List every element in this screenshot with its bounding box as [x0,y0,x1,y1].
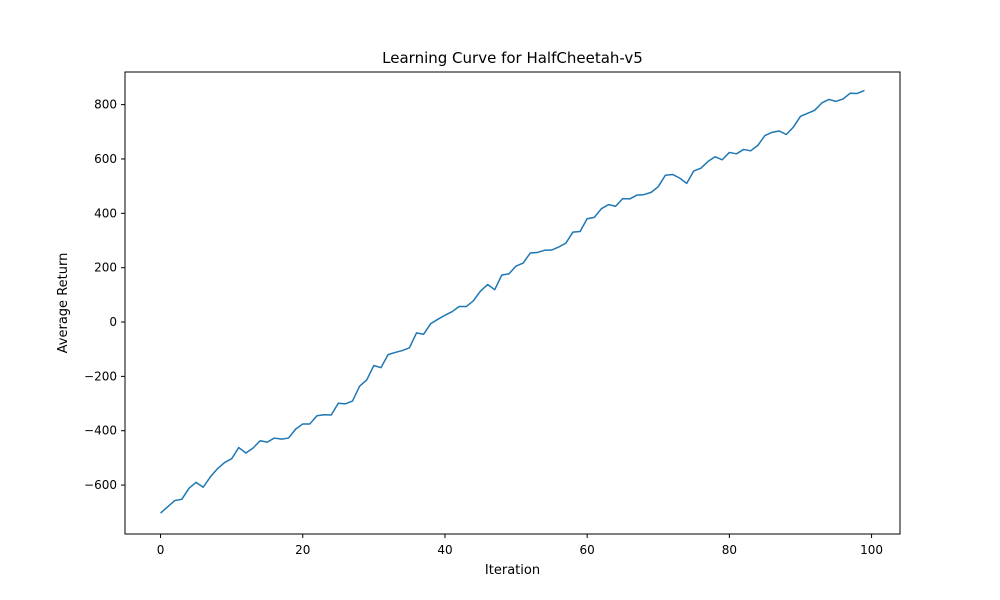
series-line-0 [160,89,865,514]
x-axis-label: Iteration [485,563,540,578]
y-tick-label: 200 [94,261,117,275]
x-tick-label: 80 [722,543,737,557]
y-tick-label: −600 [84,478,117,492]
y-axis-label: Average Return [56,253,71,354]
plot-frame [124,71,901,535]
y-tick-label: −400 [84,424,117,438]
chart-title: Learning Curve for HalfCheetah-v5 [382,49,643,67]
x-tick-label: 100 [860,543,883,557]
x-axis: 0 20 40 60 80 100 [157,534,883,557]
x-tick-label: 0 [157,543,165,557]
y-tick-label: 800 [94,98,117,112]
y-tick-label: −200 [84,369,117,383]
x-tick-label: 60 [580,543,595,557]
x-tick-label: 20 [295,543,310,557]
y-tick-label: 400 [94,206,117,220]
plot-area [160,89,865,514]
y-axis: −600 −400 −200 0 200 400 600 800 [84,98,125,492]
y-tick-label: 600 [94,152,117,166]
y-tick-label: 0 [109,315,117,329]
x-tick-label: 40 [437,543,452,557]
